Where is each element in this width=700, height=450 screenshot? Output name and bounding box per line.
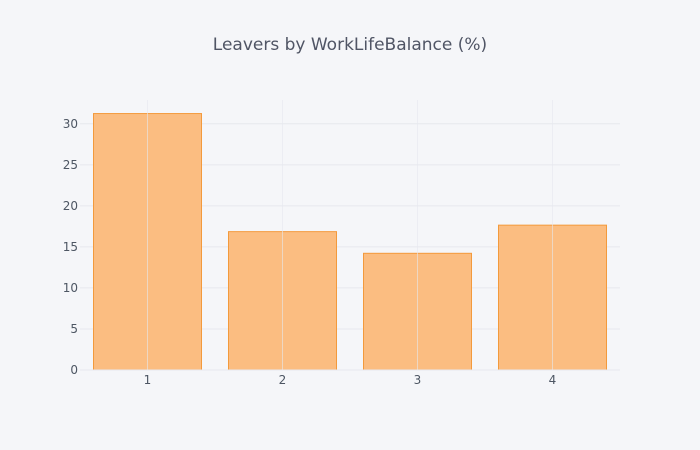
x-grid-layer (147, 100, 553, 370)
x-tick-label: 1 (144, 373, 152, 387)
y-tick-label: 0 (70, 363, 78, 377)
x-tick-label: 3 (414, 373, 422, 387)
x-tick-label: 4 (549, 373, 557, 387)
y-tick-label: 30 (63, 117, 78, 131)
y-tick-label: 20 (63, 199, 78, 213)
y-tick-label: 25 (63, 158, 78, 172)
x-tick-label: 2 (279, 373, 287, 387)
y-tick-label: 10 (63, 281, 78, 295)
chart-title: Leavers by WorkLifeBalance (%) (213, 35, 487, 55)
y-tick-label: 15 (63, 240, 78, 254)
axis-layer: 0 5 10 15 20 25 30 1 2 3 4 (63, 117, 620, 387)
y-tick-label: 5 (70, 322, 78, 336)
